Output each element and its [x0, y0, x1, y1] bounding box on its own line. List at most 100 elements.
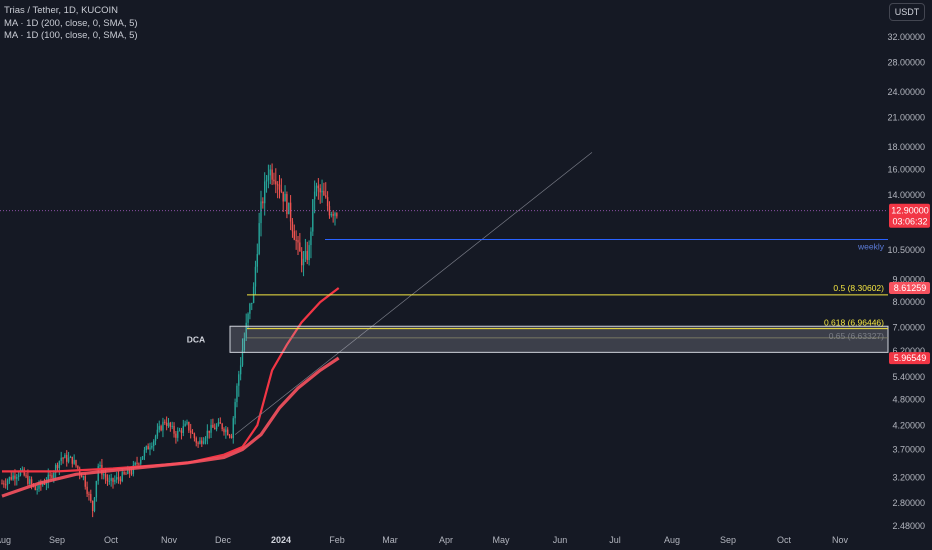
candle-5: [10, 472, 12, 481]
candle-37: [69, 455, 72, 459]
candle-105: [195, 436, 197, 447]
currency-button[interactable]: USDT: [889, 3, 925, 21]
candle-body: [167, 422, 170, 426]
candle-57: [106, 474, 109, 486]
candle-118: [219, 417, 221, 424]
candle-119: [221, 422, 223, 432]
candle-150: [278, 174, 281, 199]
candle-body: [45, 482, 48, 485]
candle-81: [151, 442, 153, 450]
candle-8: [16, 473, 18, 486]
candle-89: [165, 416, 168, 431]
dca-zone: [229, 325, 889, 353]
legend-ma200[interactable]: MA · 1D (200, close, 0, SMA, 5): [4, 17, 138, 29]
candle-body: [134, 462, 136, 466]
time-tick-10: Jun: [553, 535, 568, 545]
candle-body: [225, 429, 227, 433]
candle-body: [247, 313, 249, 323]
candle-60: [112, 477, 114, 489]
candle-body: [51, 475, 53, 478]
time-tick-7: Mar: [382, 535, 398, 545]
candle-59: [110, 473, 112, 487]
candle-body: [114, 479, 116, 482]
candle-165: [306, 241, 308, 265]
candle-body: [186, 421, 188, 424]
candle-161: [299, 233, 301, 252]
candle-body: [271, 169, 273, 180]
candle-49: [91, 500, 94, 518]
price-tick-12: 5.40000: [892, 372, 925, 382]
candle-178: [330, 211, 332, 218]
candle-body: [43, 483, 46, 485]
price-tick-9: 8.00000: [892, 297, 925, 307]
candle-body: [36, 488, 38, 491]
candle-body: [140, 459, 142, 464]
candle-62: [116, 471, 118, 484]
candle-body: [321, 190, 323, 193]
candle-body: [49, 474, 51, 476]
candle-96: [178, 427, 181, 432]
time-tick-0: Aug: [0, 535, 11, 545]
candle-85: [158, 420, 160, 433]
candle-82: [153, 439, 155, 452]
candle-body: [325, 195, 327, 198]
price-tick-2: 24.00000: [887, 87, 925, 97]
candle-132: [245, 313, 247, 341]
legend-ma100[interactable]: MA · 1D (100, close, 0, SMA, 5): [4, 30, 138, 41]
candle-142: [264, 172, 266, 216]
dca-label: DCA: [187, 334, 205, 344]
candle-body: [254, 266, 257, 287]
candle-body: [173, 425, 175, 434]
candle-112: [208, 430, 210, 439]
legend-title[interactable]: Trias / Tether, 1D, KUCOIN: [4, 5, 119, 16]
candle-body: [215, 425, 218, 430]
candle-body: [227, 429, 229, 436]
candle-92: [171, 421, 173, 430]
candle-38: [71, 456, 73, 468]
candle-body: [312, 199, 314, 232]
candle-body: [317, 185, 320, 189]
time-tick-12: Aug: [664, 535, 680, 545]
candle-51: [95, 480, 98, 502]
candle-body: [278, 184, 281, 190]
candle-31: [58, 460, 61, 476]
candle-6: [12, 472, 14, 481]
candle-171: [317, 178, 320, 200]
candle-body: [8, 477, 11, 481]
candle-body: [19, 469, 22, 476]
candle-19: [36, 484, 38, 495]
candle-body: [95, 480, 98, 498]
candle-body: [332, 214, 334, 216]
last-price-value: 12.90000: [891, 206, 929, 216]
candle-47: [88, 491, 90, 501]
time-tick-6: Feb: [329, 535, 345, 545]
candle-body: [191, 432, 194, 434]
candle-159: [295, 230, 297, 250]
candle-180: [334, 211, 336, 226]
candle-1: [3, 480, 5, 488]
candle-body: [34, 485, 36, 491]
candle-36: [67, 451, 70, 464]
candle-body: [238, 374, 240, 386]
candle-50: [93, 497, 96, 513]
candle-body: [265, 180, 268, 182]
candle-body: [38, 482, 40, 489]
candle-body: [90, 494, 92, 501]
price-tick-18: 2.48000: [892, 521, 925, 531]
candle-120: [223, 427, 225, 436]
candle-94: [175, 430, 177, 444]
time-tick-2: Oct: [104, 535, 119, 545]
candle-body: [66, 454, 68, 462]
candle-141: [262, 197, 264, 209]
candle-body: [93, 497, 96, 511]
candle-body: [58, 461, 61, 469]
candle-body: [60, 457, 62, 462]
candle-body: [276, 184, 279, 186]
candle-76: [141, 456, 144, 460]
candle-body: [313, 191, 316, 200]
candle-body: [284, 194, 286, 202]
candle-170: [315, 182, 318, 197]
candle-body: [119, 478, 122, 482]
